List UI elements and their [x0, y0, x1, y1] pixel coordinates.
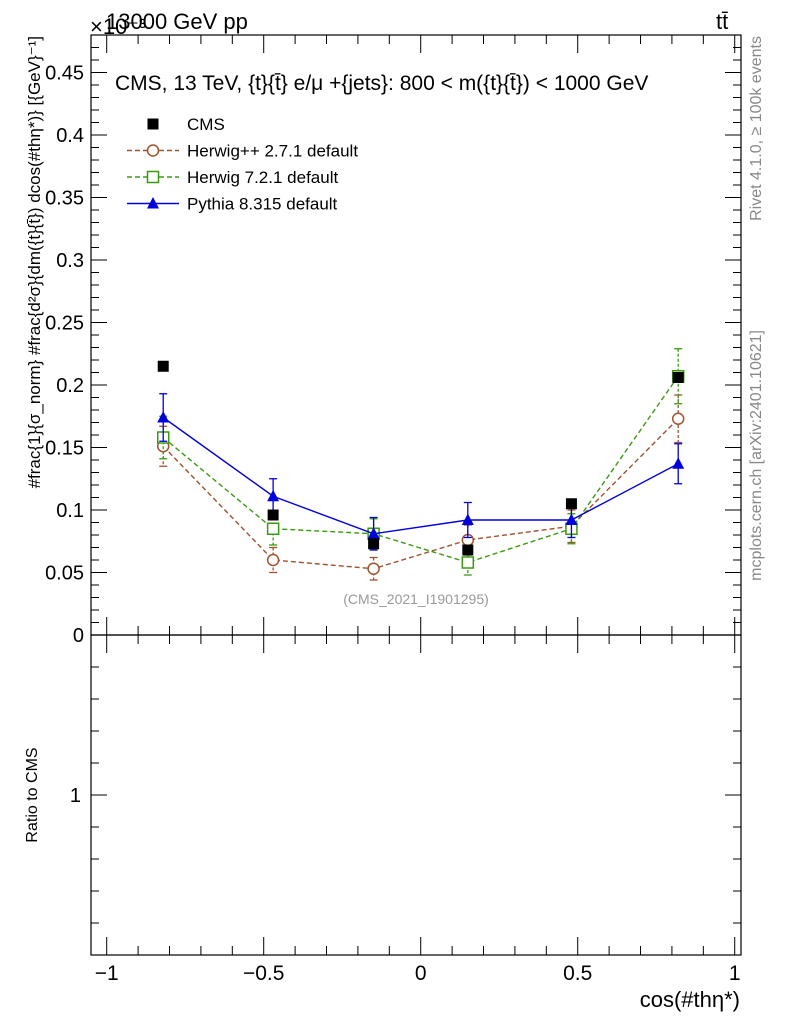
legend-label: Pythia 8.315 default: [187, 195, 338, 214]
source-label: mcplots.cern.ch [arXiv:2401.10621]: [748, 330, 765, 581]
series-layer: [156, 348, 685, 581]
rivet-version-label: Rivet 4.1.0, ≥ 100k events: [748, 36, 765, 221]
data-point-pythia: [157, 411, 170, 423]
series-line-herwigpp: [162, 418, 679, 570]
main-y-ticks: 0 0.05 0.1 0.15 0.2 0.25 0.3 0.35 0.4 0.45: [45, 47, 741, 647]
series-cms: [157, 360, 684, 556]
analysis-watermark: (CMS_2021_I1901295): [343, 591, 489, 607]
beam-label: 13000 GeV pp: [106, 9, 248, 34]
data-point-herwigpp: [671, 412, 685, 425]
legend-entry-cms: CMS: [147, 115, 225, 134]
y-tick-label: 0.25: [45, 313, 84, 335]
series-line-pythia: [162, 416, 679, 535]
data-point-herwigpp: [266, 553, 280, 567]
data-point-cms: [462, 544, 474, 556]
ratio-y-tick-label: 1: [70, 785, 81, 807]
legend-entry-pythia: Pythia 8.315 default: [127, 195, 338, 214]
y-tick-label: 0.45: [45, 63, 84, 85]
y-tick-label: 0: [73, 625, 84, 647]
data-point-cms: [267, 509, 279, 521]
legend-marker: [146, 170, 160, 184]
plot-title: CMS, 13 TeV, {t}{t̄} e/μ +{jets}: 800 < …: [115, 72, 648, 95]
data-point-pythia: [672, 457, 685, 469]
y-tick-label: 0.2: [56, 375, 84, 397]
legend: CMS Herwig++ 2.7.1 default Herwig 7.2.1 de…: [127, 115, 358, 214]
x-axis-label: cos(#thη*): [640, 987, 740, 1012]
legend-marker: [146, 144, 160, 157]
legend-entry-herwigpp: Herwig++ 2.7.1 default: [127, 142, 358, 161]
x-tick-label: −1: [95, 962, 119, 985]
data-point-pythia: [565, 513, 578, 525]
ratio-plot-frame: [90, 634, 742, 956]
legend-label: CMS: [187, 115, 225, 134]
series-pythia: [157, 393, 685, 551]
data-point-cms: [157, 360, 169, 372]
legend-label: Herwig 7.2.1 default: [187, 168, 338, 187]
y-tick-label: 0.05: [45, 563, 84, 585]
legend-entry-herwig7: Herwig 7.2.1 default: [127, 168, 338, 187]
data-point-pythia: [267, 489, 280, 502]
data-point-herwig7: [461, 556, 475, 569]
data-point-cms: [672, 372, 684, 383]
series-herwig7: [156, 348, 685, 576]
y-tick-label: 0.3: [56, 250, 84, 272]
main-y-axis-label: #frac{1}{σ_norm} #frac{d²σ}{dm({t}{t̄}) …: [25, 36, 44, 488]
data-point-pythia: [461, 513, 474, 525]
y-tick-label: 0.15: [45, 438, 84, 460]
data-point-cms: [368, 538, 380, 550]
x-tick-label: 0: [415, 962, 427, 985]
data-point-cms: [565, 498, 577, 510]
ratio-y-axis-label: Ratio to CMS: [24, 747, 41, 842]
data-point-herwig7: [266, 522, 280, 535]
y-tick-label: 0.35: [45, 188, 84, 210]
main-x-ticks: [106, 35, 736, 635]
legend-marker: [147, 197, 159, 209]
process-label: tt̄: [716, 9, 728, 34]
data-point-herwigpp: [367, 562, 380, 575]
y-tick-label: 0.4: [56, 125, 84, 147]
data-point-pythia: [367, 527, 380, 539]
ratio-x-ticks: −1 −0.5 0 0.5 1: [95, 635, 741, 985]
ratio-y-ticks: 1: [70, 666, 741, 924]
x-tick-label: 1: [729, 962, 741, 985]
legend-label: Herwig++ 2.7.1 default: [187, 142, 358, 161]
x-tick-label: 0.5: [563, 962, 592, 985]
series-line-herwig7: [162, 375, 679, 564]
x-tick-label: −0.5: [243, 962, 284, 985]
series-herwigpp: [156, 394, 685, 581]
legend-marker: [147, 118, 159, 130]
y-tick-label: 0.1: [56, 500, 84, 522]
